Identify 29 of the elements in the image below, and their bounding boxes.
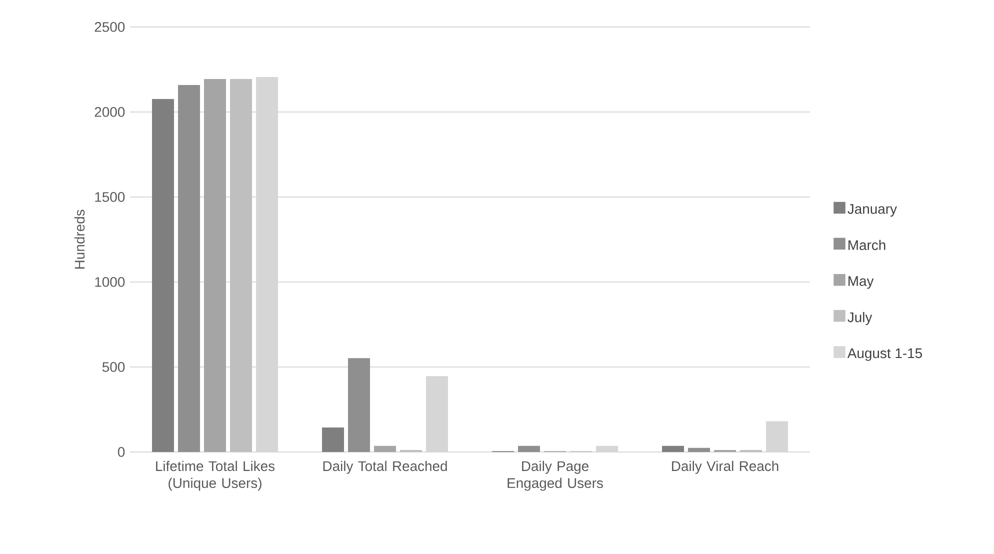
bar (596, 446, 618, 452)
y-tick-label: 1000 (95, 277, 125, 287)
bar (322, 428, 344, 452)
bar (374, 446, 396, 452)
legend-label: January (848, 204, 897, 217)
y-tick-label: 2000 (94, 107, 125, 117)
x-tick-label: Daily Viral Reach (672, 460, 778, 474)
bar (348, 358, 370, 452)
bar (662, 446, 684, 452)
y-tick-label: 2500 (94, 22, 125, 32)
x-tick-label: Daily Total Reached (323, 460, 447, 474)
bar (426, 376, 448, 452)
bar (178, 84, 200, 452)
legend-label: August 1-15 (847, 348, 922, 361)
y-tick-label: 0 (118, 447, 125, 457)
bar (688, 448, 710, 452)
y-axis-title: Hundreds (74, 210, 85, 269)
x-tick-label: Lifetime Total Likes (Unique Users) (156, 460, 275, 491)
legend-label: March (848, 240, 886, 250)
y-tick-label: 500 (102, 362, 125, 372)
y-tick-label: 1500 (95, 192, 125, 202)
legend-label: May (848, 276, 874, 289)
x-tick-label: Daily Page Engaged Users (508, 460, 603, 491)
bar (230, 79, 252, 452)
bar (204, 79, 226, 452)
bar (152, 99, 174, 452)
bar (518, 446, 540, 452)
bar (766, 421, 788, 452)
legend-label: July (848, 312, 872, 325)
